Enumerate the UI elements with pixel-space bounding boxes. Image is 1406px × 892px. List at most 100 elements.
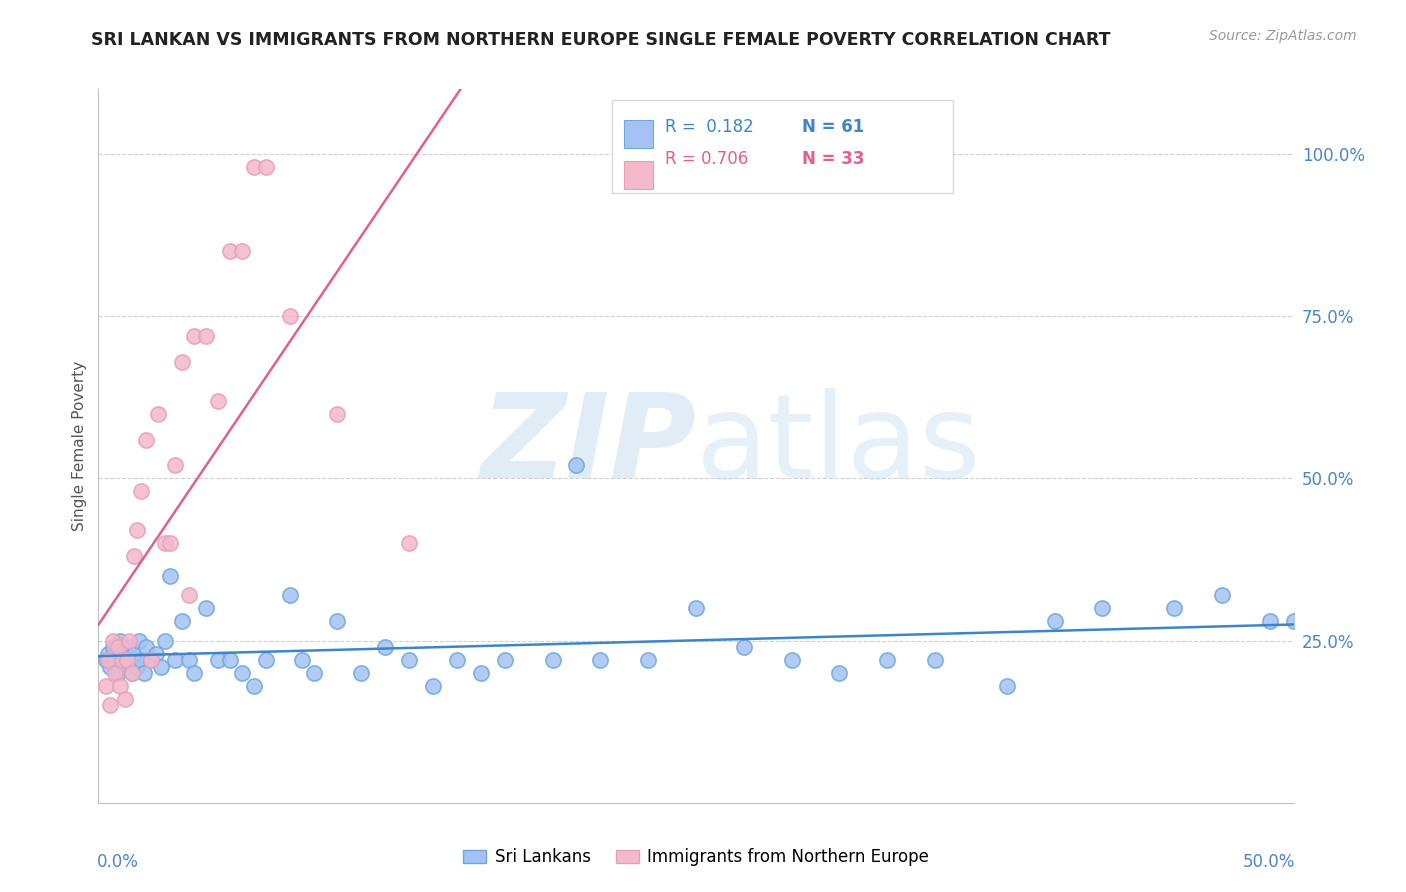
Point	[101, 633, 124, 648]
Point	[172, 614, 194, 628]
Point	[139, 653, 162, 667]
Point	[135, 433, 157, 447]
Point	[243, 160, 266, 174]
Point	[254, 653, 277, 667]
Bar	[624, 120, 652, 148]
Point	[128, 633, 150, 648]
Point	[876, 653, 898, 667]
Point	[446, 653, 468, 667]
Point	[98, 698, 122, 713]
Point	[350, 666, 373, 681]
Point	[155, 536, 177, 550]
Y-axis label: Single Female Poverty: Single Female Poverty	[72, 361, 87, 531]
Point	[111, 653, 134, 667]
Point	[94, 679, 117, 693]
Legend: Sri Lankans, Immigrants from Northern Europe: Sri Lankans, Immigrants from Northern Eu…	[456, 842, 936, 873]
Point	[97, 653, 120, 667]
Point	[108, 633, 131, 648]
Point	[254, 160, 277, 174]
Text: Source: ZipAtlas.com: Source: ZipAtlas.com	[1209, 29, 1357, 43]
Point	[326, 407, 349, 421]
Point	[111, 647, 134, 661]
Point	[159, 568, 181, 582]
Point	[124, 647, 146, 661]
Point	[163, 458, 186, 473]
Point	[179, 588, 201, 602]
Point	[1258, 614, 1281, 628]
Point	[278, 588, 301, 602]
Point	[183, 328, 205, 343]
Text: R = 0.706: R = 0.706	[665, 150, 748, 168]
Text: SRI LANKAN VS IMMIGRANTS FROM NORTHERN EUROPE SINGLE FEMALE POVERTY CORRELATION : SRI LANKAN VS IMMIGRANTS FROM NORTHERN E…	[91, 31, 1111, 49]
Point	[139, 653, 162, 667]
Bar	[624, 161, 652, 189]
Point	[195, 601, 218, 615]
Text: atlas: atlas	[696, 389, 981, 503]
Point	[179, 653, 201, 667]
Text: ZIP: ZIP	[479, 389, 696, 503]
Point	[374, 640, 396, 654]
Point	[995, 679, 1018, 693]
Point	[231, 244, 253, 259]
Point	[121, 666, 143, 681]
Point	[924, 653, 946, 667]
Point	[195, 328, 218, 343]
Point	[243, 679, 266, 693]
Point	[163, 653, 186, 667]
Point	[149, 659, 172, 673]
Point	[148, 407, 170, 421]
Text: R =  0.182: R = 0.182	[665, 118, 754, 136]
Point	[183, 666, 205, 681]
Point	[219, 653, 242, 667]
Point	[115, 653, 138, 667]
Point	[108, 679, 131, 693]
FancyBboxPatch shape	[613, 100, 953, 193]
Point	[219, 244, 242, 259]
Point	[1043, 614, 1066, 628]
Point	[132, 666, 155, 681]
Point	[159, 536, 181, 550]
Point	[131, 653, 153, 667]
Point	[733, 640, 755, 654]
Point	[494, 653, 516, 667]
Point	[114, 659, 136, 673]
Point	[172, 354, 194, 368]
Point	[398, 653, 420, 667]
Point	[97, 647, 120, 661]
Point	[278, 310, 301, 324]
Point	[398, 536, 420, 550]
Point	[302, 666, 325, 681]
Text: N = 61: N = 61	[803, 118, 865, 136]
Point	[114, 692, 136, 706]
Point	[589, 653, 612, 667]
Point	[121, 666, 143, 681]
Point	[155, 633, 177, 648]
Point	[828, 666, 851, 681]
Text: 0.0%: 0.0%	[97, 853, 139, 871]
Point	[207, 393, 229, 408]
Point	[1163, 601, 1185, 615]
Point	[207, 653, 229, 667]
Point	[118, 640, 141, 654]
Point	[135, 640, 157, 654]
Point	[145, 647, 167, 661]
Point	[541, 653, 564, 667]
Point	[291, 653, 314, 667]
Point	[118, 633, 141, 648]
Point	[1091, 601, 1114, 615]
Point	[107, 666, 129, 681]
Point	[1211, 588, 1233, 602]
Point	[1282, 614, 1305, 628]
Text: 50.0%: 50.0%	[1243, 853, 1295, 871]
Point	[104, 653, 127, 667]
Point	[422, 679, 444, 693]
Point	[115, 653, 138, 667]
Point	[637, 653, 659, 667]
Point	[125, 524, 148, 538]
Point	[470, 666, 492, 681]
Point	[94, 653, 117, 667]
Text: N = 33: N = 33	[803, 150, 865, 168]
Point	[124, 549, 146, 564]
Point	[125, 659, 148, 673]
Point	[131, 484, 153, 499]
